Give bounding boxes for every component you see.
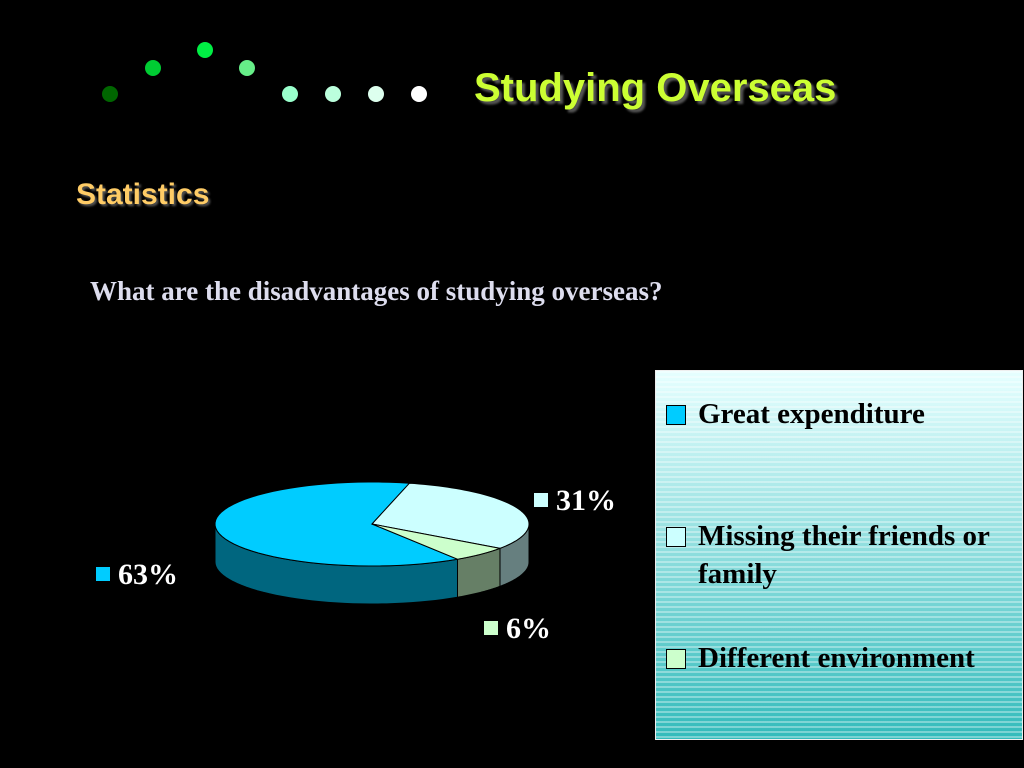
label-swatch [534,493,548,507]
legend-label: Different environment [698,642,975,674]
data-label: 63% [96,558,178,592]
decoration-dots [102,42,427,102]
legend-item: Great expenditure [666,395,1024,433]
legend-label: Missing their friends or family [698,520,990,590]
pie-slice [214,481,460,567]
data-label-text: 6% [506,612,551,645]
data-label: 6% [484,612,551,646]
legend: Great expenditure Missing their friends o… [655,370,1023,740]
data-label-text: 31% [556,484,616,517]
legend-item: Different environment [666,639,1024,677]
label-swatch [484,621,498,635]
pie-slice [371,482,530,549]
label-swatch [96,567,110,581]
data-label: 31% [534,484,616,518]
legend-swatch [666,527,686,547]
question: What are the disadvantages of studying o… [90,276,663,306]
subtitle: Statistics [76,178,210,211]
data-label-text: 63% [118,558,178,591]
legend-swatch [666,649,686,669]
legend-item: Missing their friends or family [666,517,1024,593]
pie-slice [371,523,502,560]
title: Studying Overseas [474,66,837,110]
legend-label: Great expenditure [698,398,925,430]
legend-swatch [666,405,686,425]
